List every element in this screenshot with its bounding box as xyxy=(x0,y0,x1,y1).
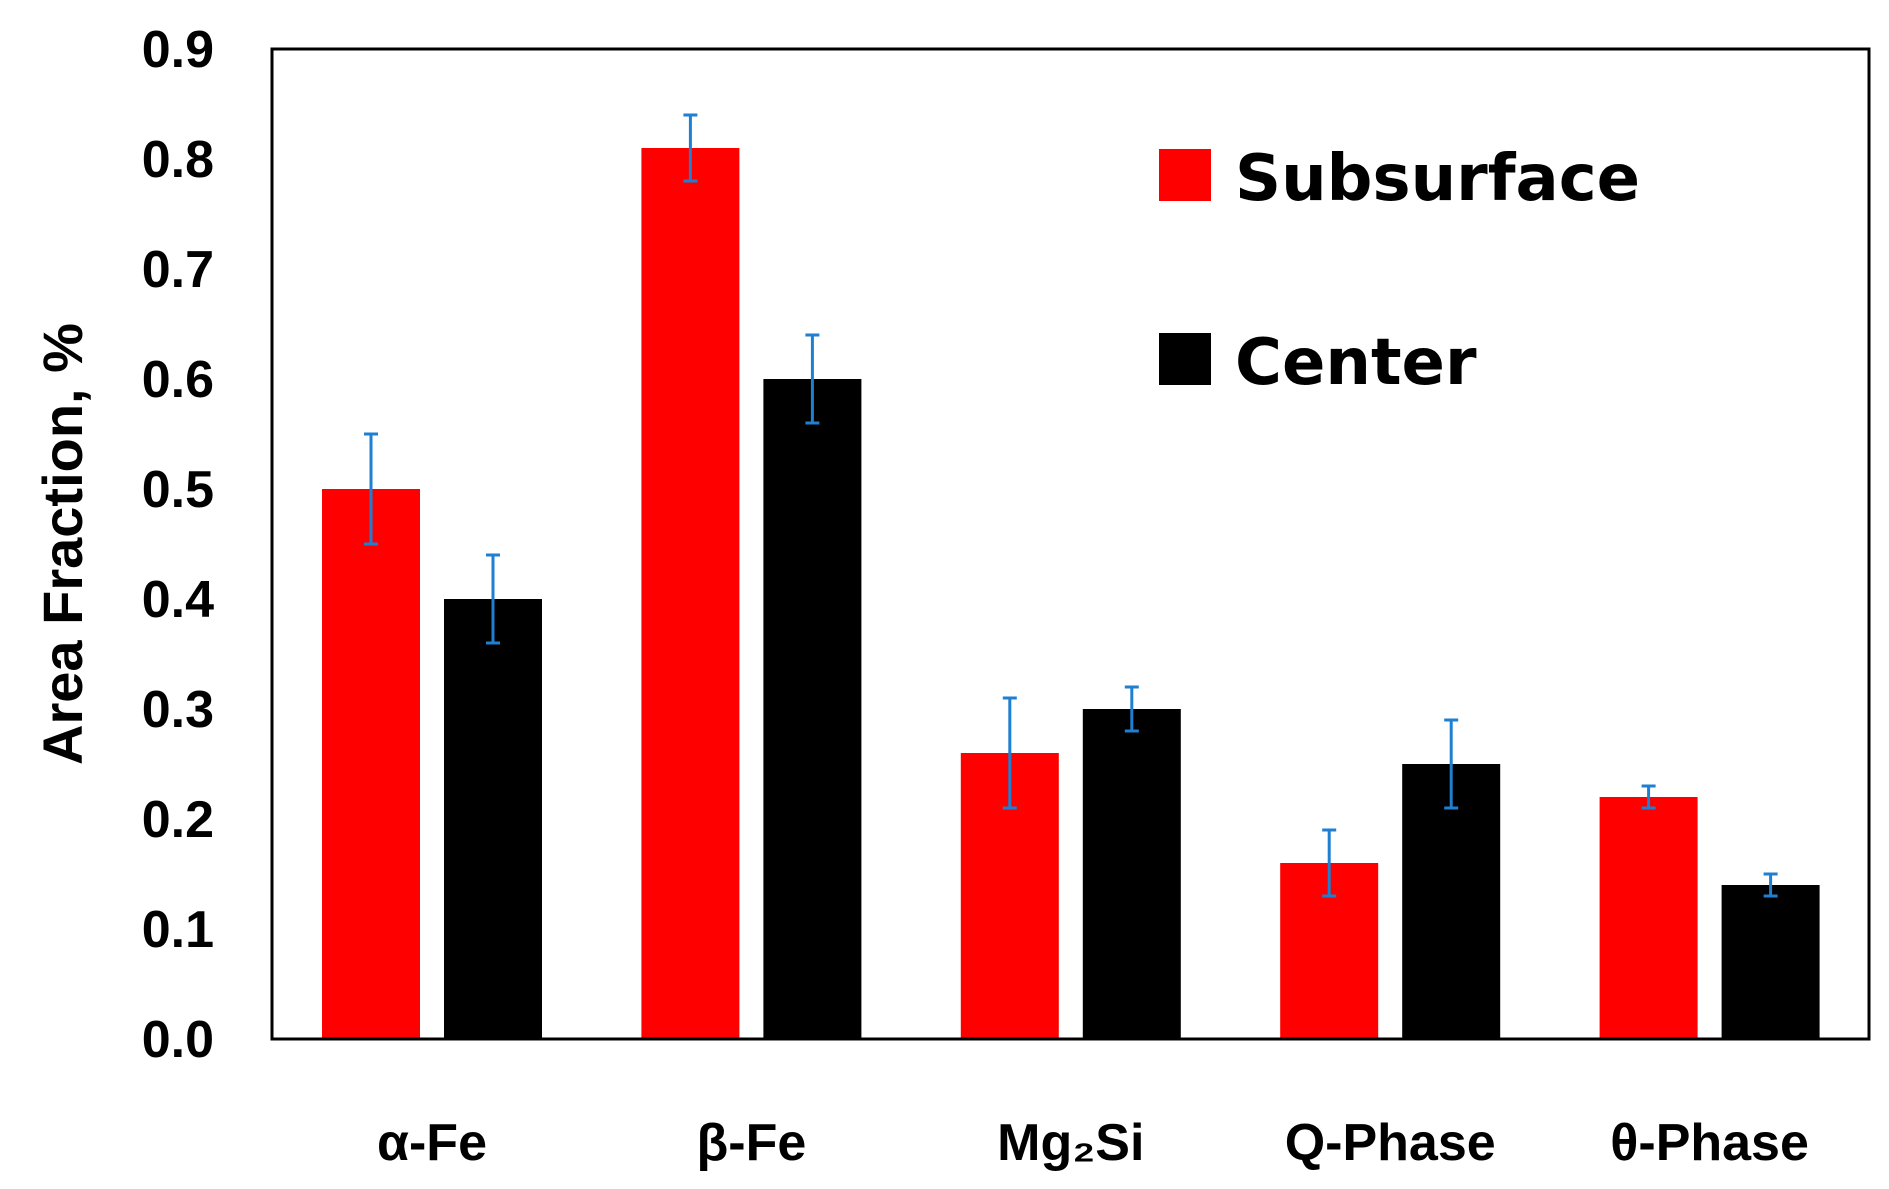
y-tick-labels: 0.0 0.1 0.2 0.3 0.4 0.5 0.6 0.7 0.8 0.9 xyxy=(142,21,214,1069)
bar-center-2 xyxy=(1082,709,1181,1039)
bar-subsurface-0 xyxy=(322,489,420,1039)
legend-label-center: Center xyxy=(1235,326,1477,400)
y-tick-label: 0.4 xyxy=(142,571,214,629)
y-tick-label: 0.0 xyxy=(142,1011,214,1069)
legend-swatch-subsurface xyxy=(1159,149,1211,201)
legend-label-subsurface: Subsurface xyxy=(1235,142,1640,216)
legend: Subsurface Center xyxy=(1159,142,1640,400)
y-axis-title: Area Fraction, % xyxy=(31,323,94,765)
x-category-label: Q-Phase xyxy=(1285,1114,1496,1172)
y-tick-label: 0.9 xyxy=(142,21,214,79)
bar-center-3 xyxy=(1402,764,1501,1039)
bar-center-0 xyxy=(444,599,542,1039)
y-tick-label: 0.7 xyxy=(142,241,214,299)
legend-swatch-center xyxy=(1159,333,1211,385)
x-category-label: β-Fe xyxy=(697,1114,807,1172)
x-category-label: Mg₂Si xyxy=(997,1114,1144,1172)
bar-center-1 xyxy=(763,379,862,1039)
error-bars-group xyxy=(364,113,1778,898)
plot-frame xyxy=(270,47,1871,1041)
y-tick-label: 0.5 xyxy=(142,461,214,519)
x-category-labels: α-Fe β-Fe Mg₂Si Q-Phase θ-Phase xyxy=(377,1114,1809,1172)
y-tick-label: 0.8 xyxy=(142,131,214,189)
x-category-label: α-Fe xyxy=(377,1114,487,1172)
bar-subsurface-4 xyxy=(1599,797,1698,1039)
y-tick-label: 0.6 xyxy=(142,351,214,409)
y-tick-label: 0.3 xyxy=(142,681,214,739)
y-tick-label: 0.2 xyxy=(142,791,214,849)
bars-group xyxy=(322,148,1820,1039)
y-tick-label: 0.1 xyxy=(142,901,214,959)
bar-center-4 xyxy=(1721,885,1820,1039)
bar-subsurface-1 xyxy=(641,148,740,1039)
x-category-label: θ-Phase xyxy=(1610,1114,1809,1172)
